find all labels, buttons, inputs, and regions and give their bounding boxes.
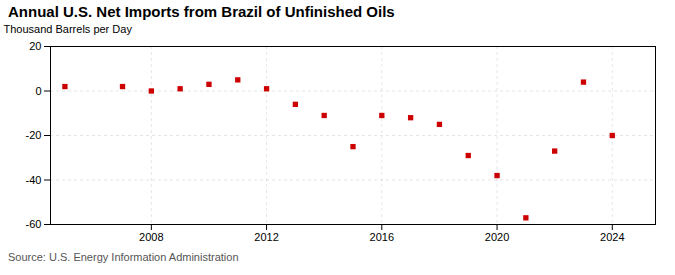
svg-text:2020: 2020 (485, 231, 509, 243)
svg-text:0: 0 (35, 85, 41, 97)
svg-text:-40: -40 (26, 174, 42, 186)
html-text:Source: U.S. Energy Informatio: Source: U.S. Energy Information Administ… (8, 251, 239, 263)
svg-text:-20: -20 (26, 129, 42, 141)
svg-text:2012: 2012 (254, 231, 278, 243)
svg-text:2008: 2008 (139, 231, 163, 243)
svg-text:20: 20 (29, 40, 41, 52)
svg-text:2016: 2016 (370, 231, 394, 243)
svg-text:2024: 2024 (600, 231, 624, 243)
html-text:Annual U.S. Net Imports from B: Annual U.S. Net Imports from Brazil of U… (8, 3, 395, 20)
svg-text:-60: -60 (26, 218, 42, 230)
svg-text:Thousand Barrels per Day: Thousand Barrels per Day (4, 23, 133, 35)
